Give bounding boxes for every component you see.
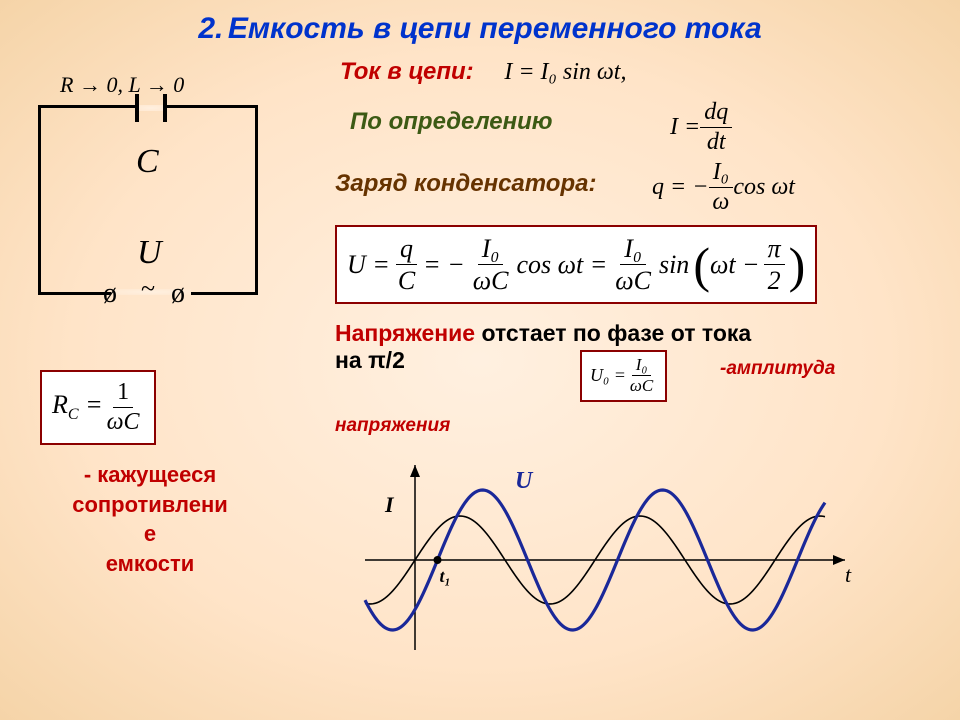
voltage-equation-box: U = qC = − I₀ωC cos ωt = I₀ωC sin ( ωt −… (335, 225, 817, 304)
phase-text: Напряжение отстает по фазе от тока на π/… (335, 320, 751, 374)
phase-word: Напряжение (335, 320, 475, 346)
charge-label: Заряд конденсатора: (335, 170, 596, 197)
title-text: Емкость в цепи переменного тока (228, 12, 762, 45)
current-row: Ток в цепи: I = I₀ sin ωt, (340, 58, 626, 86)
svg-text:I: I (384, 492, 395, 517)
bydef-row: По определению (350, 108, 553, 136)
current-label: Ток в цепи: (340, 58, 474, 85)
rc-num: 1 (113, 378, 133, 408)
bydef-formula: I = dqdt (670, 98, 732, 157)
svg-text:t: t (845, 562, 852, 587)
page-title: 2. Емкость в цепи переменного тока (0, 0, 960, 46)
rc-den: ωC (103, 408, 144, 437)
amplitude-caption-2: напряжения (335, 415, 450, 437)
charge-row: Заряд конденсатора: (335, 170, 596, 198)
amplitude-caption-1: -амплитуда (720, 358, 835, 380)
terminal-tilde: ~ (141, 274, 155, 304)
rc-formula-box: RC = 1 ωC (40, 370, 156, 445)
charge-formula: q = − I₀ω cos ωt (652, 158, 795, 217)
rc-lhs: RC = (52, 390, 103, 424)
bydef-label: По определению (350, 108, 553, 135)
amplitude-box: U₀ = I₀ωC (580, 350, 667, 402)
svg-text:t₁: t₁ (440, 566, 451, 586)
circuit-u-label: U (137, 234, 162, 272)
svg-text:U: U (515, 468, 534, 494)
rc-caption: - кажущееся сопротивлени е емкости (25, 460, 275, 579)
terminal-right: ø (171, 278, 185, 310)
title-number: 2. (198, 12, 223, 45)
circuit-diagram: C U ø ~ ø (38, 105, 258, 295)
waveform-plot: t₁ I Ut (335, 450, 895, 705)
circuit-c-label: C (136, 143, 159, 181)
terminal-left: ø (103, 278, 117, 310)
current-formula: I = I₀ sin ωt, (504, 59, 626, 85)
